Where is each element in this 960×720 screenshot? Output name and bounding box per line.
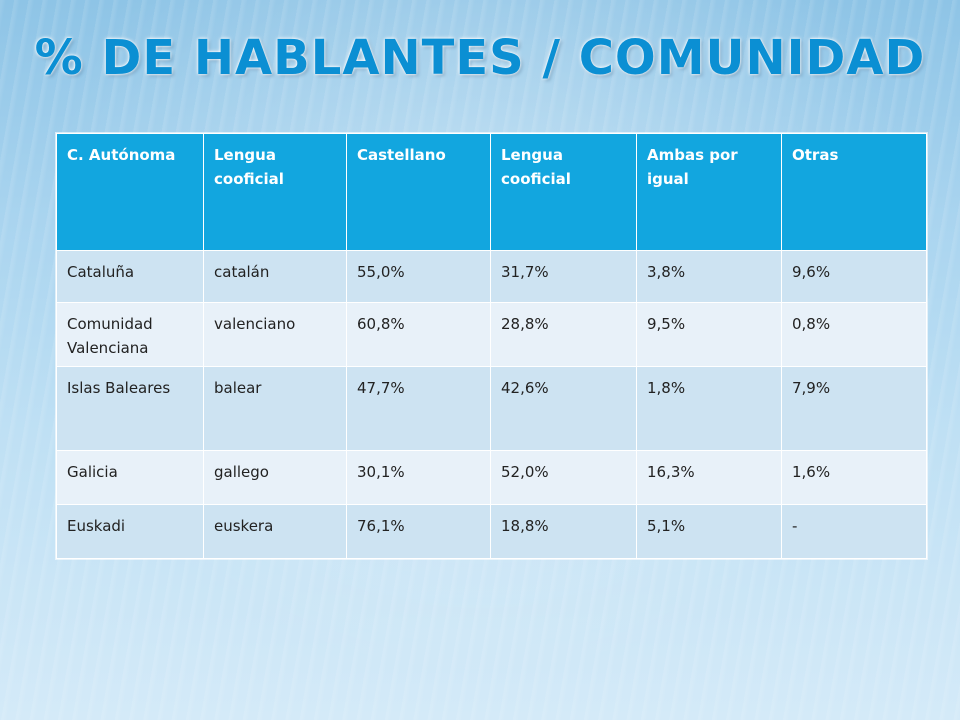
cell-ambas: 1,8% bbox=[636, 366, 782, 451]
cell-otras: 0,8% bbox=[781, 302, 927, 367]
cell-cooficial: 18,8% bbox=[490, 504, 637, 559]
cell-ambas: 16,3% bbox=[636, 450, 782, 505]
cell-comunidad: Euskadi bbox=[56, 504, 204, 559]
cell-lengua: euskera bbox=[203, 504, 347, 559]
header-lengua-cooficial: Lengua cooficial bbox=[203, 133, 347, 251]
cell-comunidad: Islas Baleares bbox=[56, 366, 204, 451]
cell-lengua: gallego bbox=[203, 450, 347, 505]
cell-castellano: 55,0% bbox=[346, 250, 491, 303]
table-row: Euskadi euskera 76,1% 18,8% 5,1% - bbox=[56, 504, 927, 559]
cell-ambas: 3,8% bbox=[636, 250, 782, 303]
cell-otras: - bbox=[781, 504, 927, 559]
cell-comunidad: Cataluña bbox=[56, 250, 204, 303]
table-row: Comunidad Valenciana valenciano 60,8% 28… bbox=[56, 302, 927, 367]
header-comunidad: C. Autónoma bbox=[56, 133, 204, 251]
header-lengua-cooficial-pct: Lengua cooficial bbox=[490, 133, 637, 251]
table-row: Cataluña catalán 55,0% 31,7% 3,8% 9,6% bbox=[56, 250, 927, 303]
cell-otras: 7,9% bbox=[781, 366, 927, 451]
cell-lengua: balear bbox=[203, 366, 347, 451]
header-castellano: Castellano bbox=[346, 133, 491, 251]
table-header-row: C. Autónoma Lengua cooficial Castellano … bbox=[56, 133, 927, 251]
cell-castellano: 47,7% bbox=[346, 366, 491, 451]
speakers-table: C. Autónoma Lengua cooficial Castellano … bbox=[56, 133, 927, 559]
header-ambas-por-igual: Ambas por igual bbox=[636, 133, 782, 251]
cell-otras: 9,6% bbox=[781, 250, 927, 303]
cell-lengua: valenciano bbox=[203, 302, 347, 367]
table-row: Galicia gallego 30,1% 52,0% 16,3% 1,6% bbox=[56, 450, 927, 505]
cell-ambas: 5,1% bbox=[636, 504, 782, 559]
header-otras: Otras bbox=[781, 133, 927, 251]
cell-cooficial: 31,7% bbox=[490, 250, 637, 303]
cell-otras: 1,6% bbox=[781, 450, 927, 505]
table-row: Islas Baleares balear 47,7% 42,6% 1,8% 7… bbox=[56, 366, 927, 451]
cell-comunidad: Galicia bbox=[56, 450, 204, 505]
slide-title: % DE HABLANTES / COMUNIDAD bbox=[34, 30, 926, 86]
cell-ambas: 9,5% bbox=[636, 302, 782, 367]
cell-castellano: 76,1% bbox=[346, 504, 491, 559]
cell-castellano: 30,1% bbox=[346, 450, 491, 505]
cell-lengua: catalán bbox=[203, 250, 347, 303]
cell-comunidad: Comunidad Valenciana bbox=[56, 302, 204, 367]
cell-cooficial: 28,8% bbox=[490, 302, 637, 367]
cell-cooficial: 42,6% bbox=[490, 366, 637, 451]
cell-cooficial: 52,0% bbox=[490, 450, 637, 505]
cell-castellano: 60,8% bbox=[346, 302, 491, 367]
